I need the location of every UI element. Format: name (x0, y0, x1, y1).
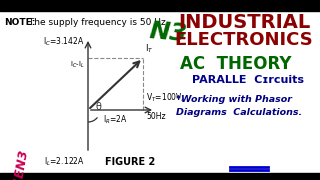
Text: PARALLE  Cɪrcuits: PARALLE Cɪrcuits (192, 75, 304, 85)
Text: 50Hz: 50Hz (146, 112, 166, 121)
Text: ELECTRONICS: ELECTRONICS (175, 31, 313, 49)
Text: FIGURE 2: FIGURE 2 (105, 157, 155, 167)
Text: Diagrams  Calculations.: Diagrams Calculations. (176, 108, 302, 117)
Text: θ: θ (96, 102, 102, 112)
Text: N3: N3 (148, 19, 188, 46)
Text: *Working with Phasor: *Working with Phasor (176, 95, 292, 104)
Text: INDUSTRIAL: INDUSTRIAL (178, 13, 310, 32)
Text: I$_C$=3.142A: I$_C$=3.142A (43, 36, 85, 48)
Text: NOTE:: NOTE: (4, 18, 36, 27)
Text: The supply frequency is 50 Hz.: The supply frequency is 50 Hz. (26, 18, 169, 27)
Text: AC  THEORY: AC THEORY (180, 55, 292, 73)
Text: V$_T$=100V,: V$_T$=100V, (146, 91, 185, 104)
Text: I$_C$-I$_L$: I$_C$-I$_L$ (70, 60, 85, 70)
Text: I$_T$: I$_T$ (145, 42, 154, 55)
Text: I$_R$=2A: I$_R$=2A (103, 114, 127, 127)
Text: I$_L$=2.122A: I$_L$=2.122A (44, 155, 85, 168)
Text: 1EN3: 1EN3 (12, 148, 31, 180)
